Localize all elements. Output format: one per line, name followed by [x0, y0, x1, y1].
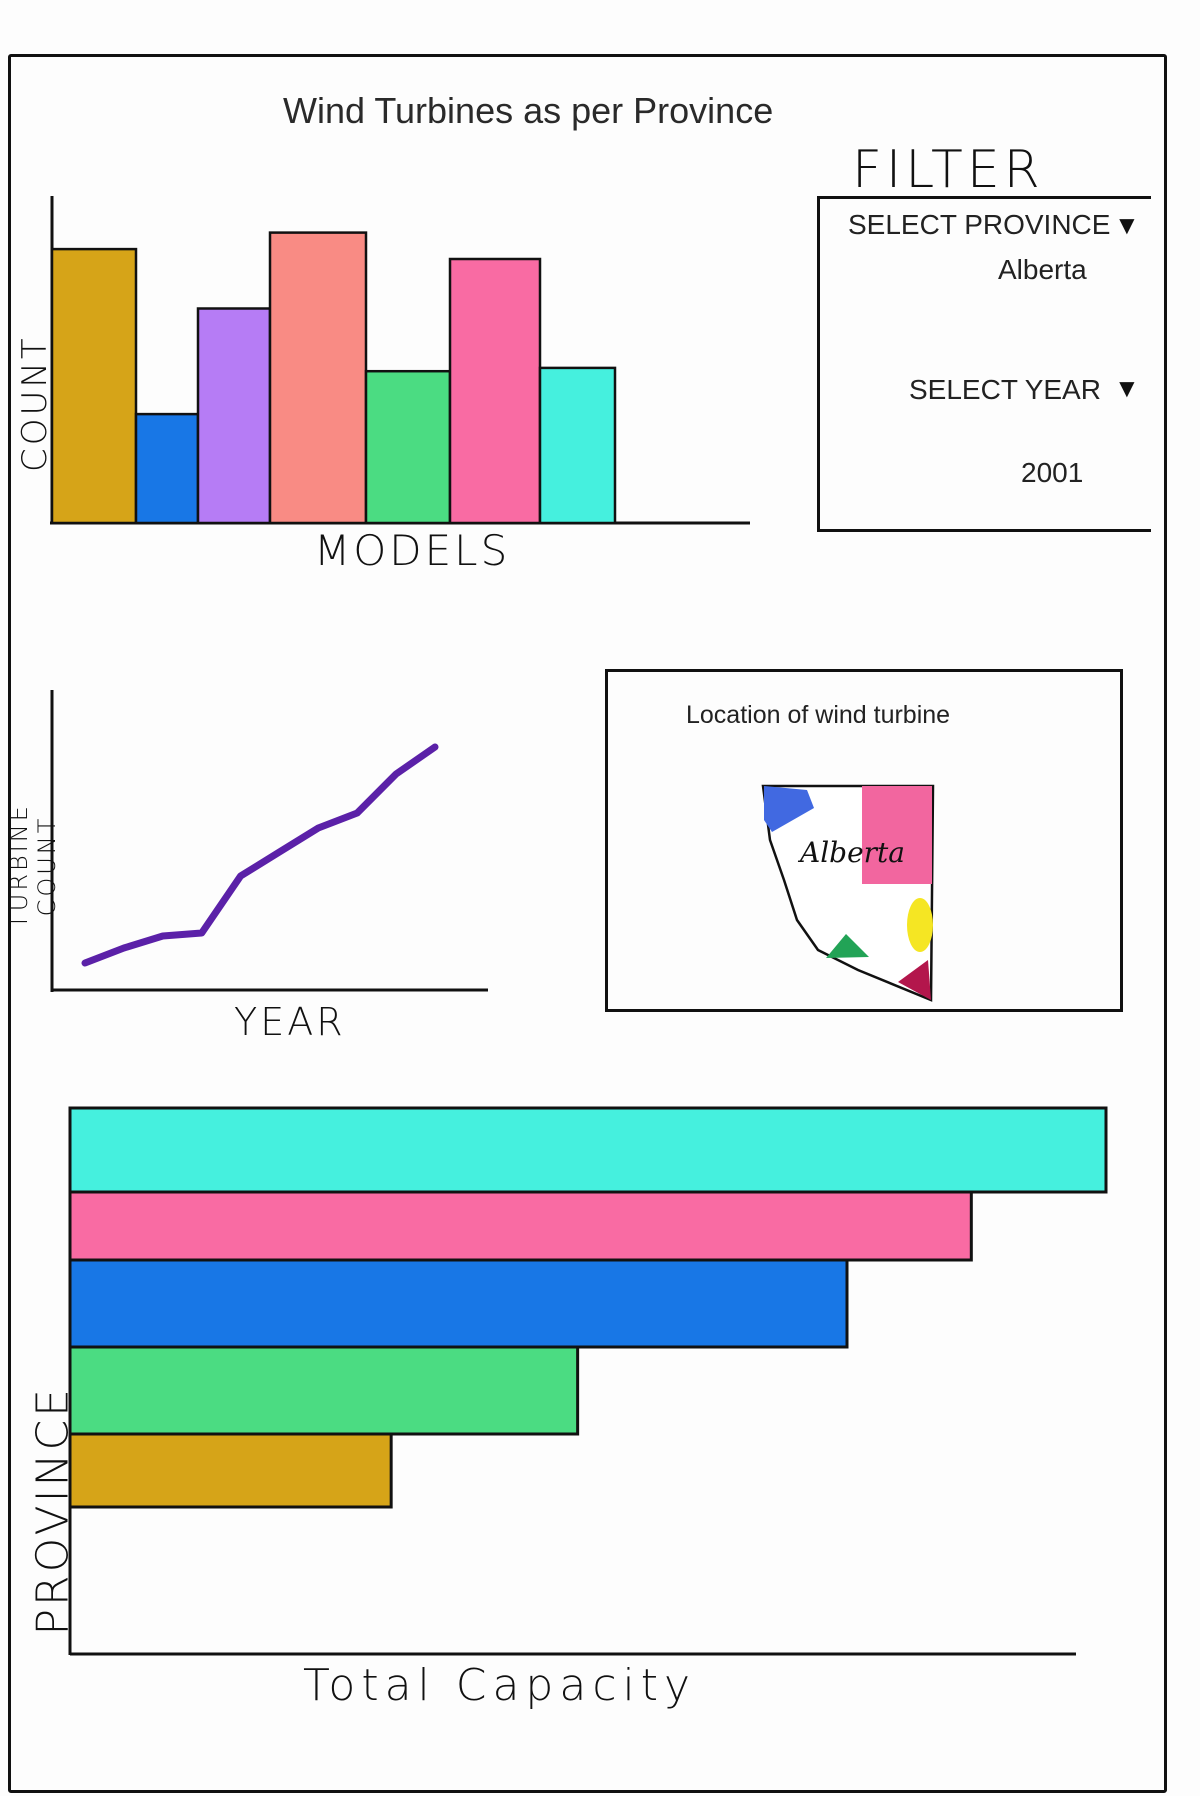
- province-bar-3[interactable]: [68, 1258, 849, 1349]
- map-region-label: Alberta: [797, 836, 905, 869]
- map-marker-pink[interactable]: [862, 786, 932, 884]
- province-bar-4[interactable]: [68, 1345, 580, 1436]
- model-bar-2[interactable]: [134, 412, 200, 525]
- year-axis-label: YEAR: [234, 1000, 346, 1044]
- filter-heading: FILTER: [852, 140, 1044, 200]
- province-select-value[interactable]: Alberta: [998, 254, 1087, 285]
- filter-panel: [817, 196, 1151, 532]
- map-marker-blue[interactable]: [764, 786, 814, 832]
- model-bar-5[interactable]: [364, 369, 452, 525]
- model-bar-6[interactable]: [448, 257, 542, 525]
- model-bar-7[interactable]: [538, 366, 617, 525]
- page-frame: [8, 54, 1167, 1793]
- map-title: Location of wind turbine: [686, 701, 951, 729]
- model-bar-3[interactable]: [196, 307, 272, 525]
- province-bar-5[interactable]: [68, 1432, 393, 1509]
- select-province-label: SELECT PROVINCE: [848, 209, 1111, 240]
- models-axis-label: MODELS: [314, 526, 511, 575]
- year-select-value[interactable]: 2001: [1021, 457, 1084, 488]
- year-dropdown-icon[interactable]: ▼: [1114, 373, 1140, 403]
- model-bar-1[interactable]: [50, 247, 138, 525]
- total-capacity-axis-label: Total Capacity: [303, 1660, 697, 1711]
- turbine-count-line[interactable]: [81, 743, 439, 967]
- province-axis-label: PROVINCE: [27, 1386, 79, 1636]
- map-marker-green[interactable]: [826, 934, 869, 958]
- province-dropdown-icon[interactable]: ▼: [1114, 210, 1140, 240]
- page-title: Wind Turbines as per Province: [283, 90, 774, 131]
- province-bar-2[interactable]: [68, 1190, 973, 1262]
- province-bar-1[interactable]: [68, 1106, 1108, 1194]
- map-marker-yellow[interactable]: [907, 898, 933, 952]
- select-year-label: SELECT YEAR: [909, 374, 1101, 405]
- map-marker-crimson[interactable]: [898, 960, 931, 1000]
- map-panel: [605, 669, 1123, 1012]
